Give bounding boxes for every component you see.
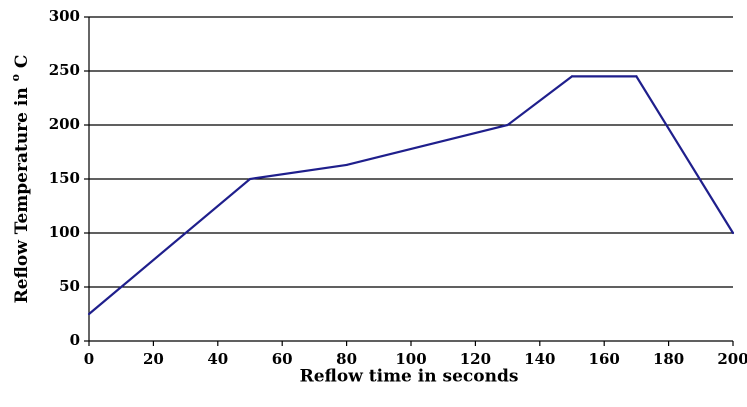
y-tick-label-200: 200 [49,115,80,133]
data-point-0-5 [635,75,638,78]
y-tick-label-50: 50 [59,277,80,295]
x-tick-label-120: 120 [460,350,491,368]
x-tick-label-40: 40 [207,350,228,368]
data-point-0-3 [506,123,509,127]
y-axis-title-degree-symbol: o [9,74,22,81]
x-tick-label-160: 160 [589,350,620,368]
series-layer [87,75,735,316]
y-tick-label-100: 100 [49,223,80,241]
y-tick-label-0: 0 [70,331,80,349]
y-axis-title-prefix: Reflow Temperature in [12,81,32,303]
data-point-0-1 [248,177,252,181]
x-tick-label-100: 100 [395,350,426,368]
x-tick-label-180: 180 [653,350,684,368]
y-tick-label-300: 300 [49,7,80,25]
tick-layer: 0 50 100 150 200 250 300 0 20 40 60 80 100 120 140 160 1… [49,7,747,368]
x-tick-label-80: 80 [336,350,357,368]
grid-layer [89,16,733,288]
x-tick-label-20: 20 [143,350,164,368]
x-tick-label-200: 200 [717,350,747,368]
data-point-0-4 [570,75,574,78]
series-line-0 [88,75,734,315]
y-tick-label-250: 250 [49,61,80,79]
x-tick-label-0: 0 [84,350,94,368]
data-point-0-2 [345,163,348,167]
x-tick-label-60: 60 [272,350,293,368]
y-tick-label-150: 150 [49,169,80,187]
data-point-0-6 [731,231,735,235]
x-tick-label-140: 140 [524,350,555,368]
x-axis-title: Reflow time in seconds [300,367,519,387]
y-axis-title-suffix: C [12,55,32,69]
y-axis-title: Reflow Temperature in o C [9,55,32,304]
data-point-0-0 [87,312,91,316]
